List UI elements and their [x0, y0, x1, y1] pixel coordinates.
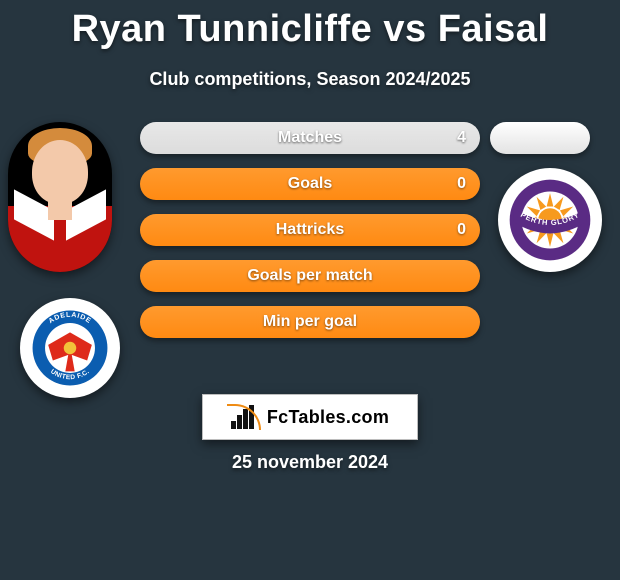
- stat-right: 4: [457, 129, 466, 147]
- left-club-badge: ADELAIDE UNITED F.C.: [20, 298, 120, 398]
- stat-row-goals-per-match: Goals per match: [140, 260, 480, 292]
- stat-right: 0: [457, 221, 466, 239]
- subtitle: Club competitions, Season 2024/2025: [0, 69, 620, 90]
- date-text: 25 november 2024: [0, 452, 620, 473]
- brand-box: FcTables.com: [202, 394, 418, 440]
- stat-row-min-per-goal: Min per goal: [140, 306, 480, 338]
- stat-right: 0: [457, 175, 466, 193]
- stat-label: Hattricks: [276, 221, 344, 239]
- stat-label: Goals: [288, 175, 332, 193]
- stats-list: Matches 4 Goals 0 Hattricks 0 Goals per …: [140, 122, 480, 352]
- right-club-badge: PERTH GLORY: [498, 168, 602, 272]
- right-player-photo: [490, 122, 590, 154]
- fctables-logo-icon: [231, 405, 259, 429]
- adelaide-united-icon: ADELAIDE UNITED F.C.: [31, 309, 109, 387]
- stat-label: Min per goal: [263, 313, 357, 331]
- stat-row-matches: Matches 4: [140, 122, 480, 154]
- stat-row-goals: Goals 0: [140, 168, 480, 200]
- stat-row-hattricks: Hattricks 0: [140, 214, 480, 246]
- brand-text: FcTables.com: [267, 407, 389, 428]
- stat-label: Goals per match: [247, 267, 372, 285]
- left-player-photo: [8, 122, 112, 272]
- perth-glory-icon: PERTH GLORY: [508, 178, 592, 262]
- page-title: Ryan Tunnicliffe vs Faisal: [0, 0, 620, 51]
- stat-label: Matches: [278, 129, 342, 147]
